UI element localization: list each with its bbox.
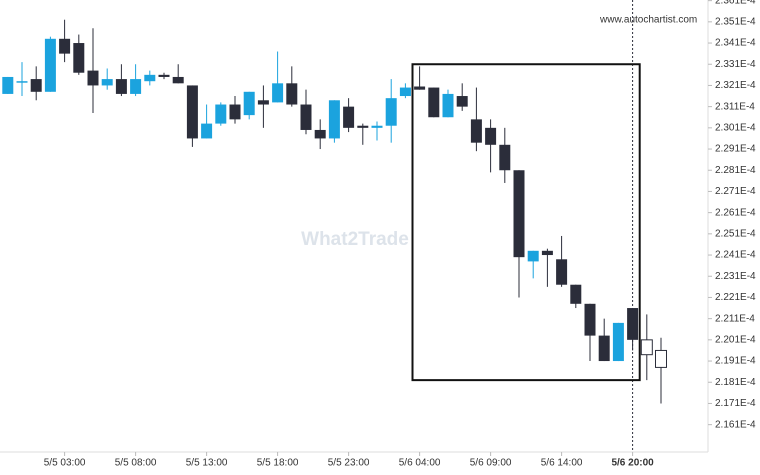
y-tick-label: 2.351E-4 (715, 16, 756, 27)
y-tick-label: 2.171E-4 (715, 398, 756, 409)
candle-body (640, 339, 653, 356)
candle-body (2, 76, 14, 94)
candle-body (30, 79, 42, 92)
candle-body (598, 335, 610, 362)
candle-body (73, 43, 85, 73)
y-tick-label: 2.221E-4 (715, 292, 756, 303)
x-tick-label: 5/6 09:00 (470, 458, 512, 469)
candle-body (286, 83, 298, 105)
candle-body (541, 250, 553, 256)
candle-body (16, 81, 28, 83)
candle-body (485, 127, 497, 145)
candle-body (243, 91, 255, 116)
candle-body (655, 349, 667, 368)
candle-body (499, 144, 511, 171)
y-tick-label: 2.231E-4 (715, 271, 756, 282)
x-tick-label: 5/6 20:00 (611, 458, 654, 469)
x-tick-label: 5/5 23:00 (328, 458, 370, 469)
candle-body (44, 38, 56, 92)
candle-body (130, 79, 142, 94)
candle-body (570, 284, 582, 304)
candle-body (328, 100, 340, 139)
candle-body (414, 86, 426, 90)
candle-body (201, 123, 213, 139)
x-tick-label: 5/6 14:00 (541, 458, 583, 469)
y-tick-label: 2.301E-4 (715, 122, 756, 133)
candle-body (399, 87, 411, 97)
y-tick-label: 2.311E-4 (715, 101, 755, 112)
y-tick-label: 2.211E-4 (715, 313, 755, 324)
pattern-box (411, 63, 641, 382)
candle-body (115, 79, 127, 94)
candle-body (612, 322, 624, 362)
candle-body (343, 106, 355, 128)
x-tick-label: 5/5 18:00 (257, 458, 299, 469)
source-label: www.autochartist.com (599, 15, 697, 26)
candle-body (428, 87, 440, 118)
candle-body (172, 76, 184, 84)
watermark: What2Trade (301, 229, 409, 250)
y-tick-label: 2.321E-4 (715, 80, 756, 91)
y-tick-label: 2.281E-4 (715, 165, 756, 176)
candle-body (357, 125, 369, 128)
candle-body (101, 79, 113, 86)
x-tick-label: 5/6 04:00 (399, 458, 441, 469)
candle-body (470, 119, 482, 143)
y-tick-label: 2.331E-4 (715, 59, 756, 70)
candle-body (442, 93, 454, 118)
candle-body (144, 74, 156, 82)
y-tick-label: 2.181E-4 (715, 377, 756, 388)
x-tick-label: 5/5 03:00 (44, 458, 86, 469)
candle-body (229, 104, 241, 120)
x-tick-label: 5/5 13:00 (186, 458, 228, 469)
candle-body (456, 96, 468, 107)
y-tick-label: 2.341E-4 (715, 38, 756, 49)
candle-body (300, 104, 312, 130)
candle-body (556, 259, 568, 285)
y-tick-label: 2.241E-4 (715, 250, 756, 261)
candle-body (314, 129, 326, 139)
candle-body (87, 70, 99, 86)
candle-body (527, 250, 539, 262)
candle-body (59, 38, 71, 54)
y-tick-label: 2.261E-4 (715, 207, 756, 218)
candle-body (627, 308, 639, 340)
candle-body (371, 125, 383, 128)
y-tick-label: 2.291E-4 (715, 144, 756, 155)
candle-body (584, 303, 596, 336)
candle-body (158, 74, 170, 77)
candle-body (257, 100, 269, 105)
y-tick-label: 2.161E-4 (715, 419, 756, 430)
y-tick-label: 2.201E-4 (715, 334, 756, 345)
candle-body (215, 104, 227, 124)
candle-body (385, 98, 397, 126)
y-tick-label: 2.251E-4 (715, 228, 756, 239)
y-tick-label: 2.191E-4 (715, 356, 756, 367)
y-tick-label: 2.271E-4 (715, 186, 756, 197)
x-tick-label: 5/5 08:00 (115, 458, 157, 469)
candle-body (186, 85, 198, 139)
candle-body (513, 170, 525, 258)
candle-body (272, 83, 284, 103)
y-tick-label: 2.361E-4 (715, 0, 756, 6)
